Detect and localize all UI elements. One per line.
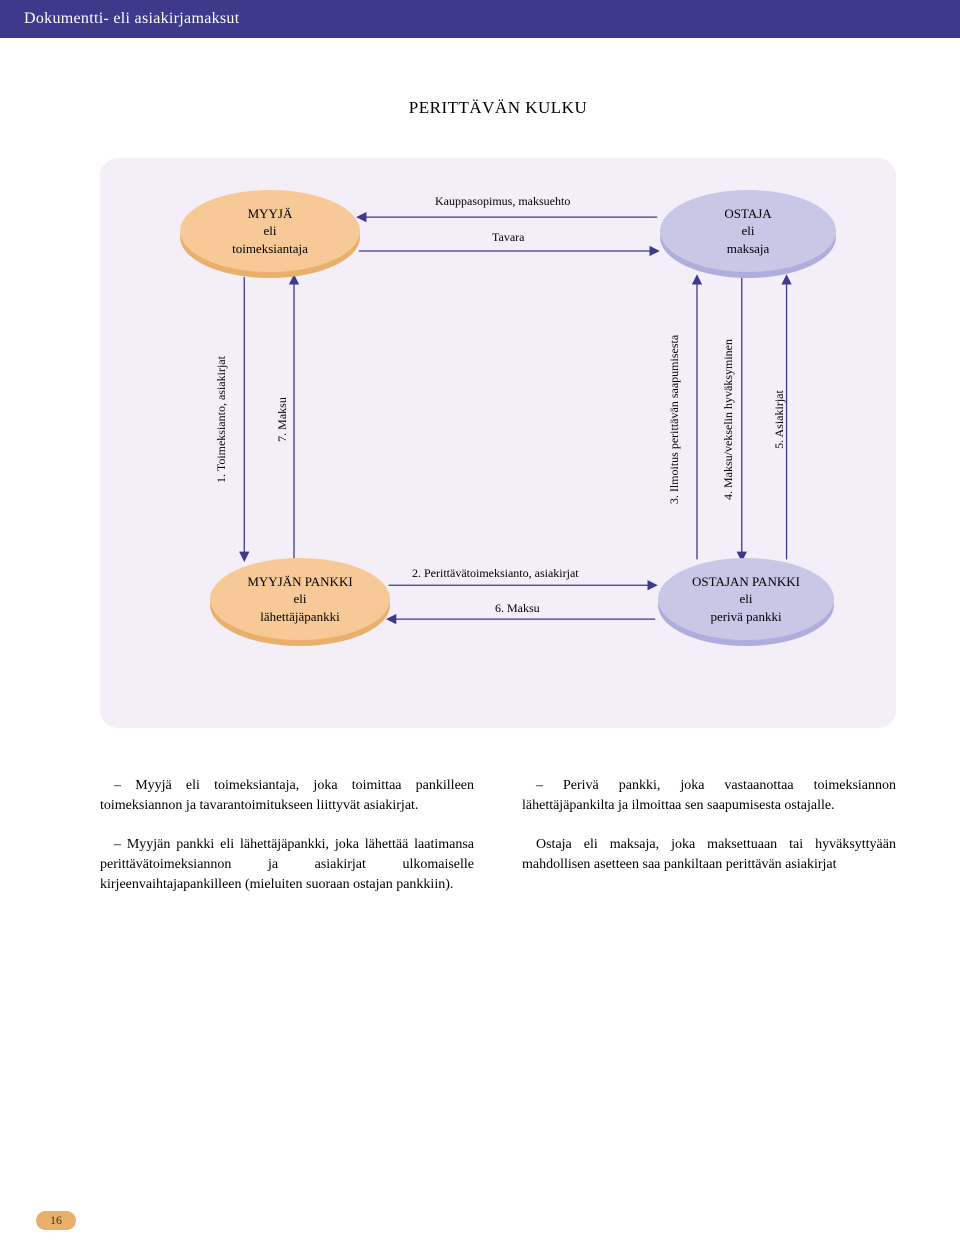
left-p1: – Myyjä eli toimeksiantaja, joka toimitt… (100, 776, 474, 817)
node-buyer-l2: eli (742, 222, 755, 240)
right-p2: Ostaja eli maksaja, joka maksettuaan tai… (522, 835, 896, 876)
node-buyer-l3: maksaja (727, 240, 770, 258)
right-p1: – Perivä pankki, joka vastaanottaa toime… (522, 776, 896, 817)
node-buyer-bank: OSTAJAN PANKKI eli perivä pankki (658, 558, 834, 640)
label-step6: 6. Maksu (495, 601, 540, 616)
page-number: 16 (50, 1213, 62, 1227)
label-step7: 7. Maksu (275, 397, 290, 442)
right-column: – Perivä pankki, joka vastaanottaa toime… (522, 776, 896, 913)
node-seller-bank: MYYJÄN PANKKI eli lähettäjäpankki (210, 558, 390, 640)
node-buyer-bank-l2: eli (740, 590, 753, 608)
left-p2: – Myyjän pankki eli lähettäjäpankki, jok… (100, 835, 474, 896)
label-step5: 5. Asiakirjat (772, 390, 787, 449)
page-number-badge: 16 (36, 1211, 76, 1230)
page-header: Dokumentti- eli asiakirjamaksut (0, 0, 960, 38)
node-buyer: OSTAJA eli maksaja (660, 190, 836, 272)
page-body: PERITTÄVÄN KULKU (0, 38, 960, 953)
node-seller-l3: toimeksiantaja (232, 240, 308, 258)
label-step4: 4. Maksu/vekselin hyväksyminen (721, 339, 736, 500)
node-buyer-bank-l1: OSTAJAN PANKKI (692, 573, 800, 591)
label-contract: Kauppasopimus, maksuehto (435, 194, 570, 209)
node-seller-bank-l2: eli (294, 590, 307, 608)
node-buyer-bank-l3: perivä pankki (710, 608, 781, 626)
label-step3: 3. Ilmoitus perittävän saapumisesta (667, 335, 682, 504)
node-seller-bank-l1: MYYJÄN PANKKI (247, 573, 352, 591)
diagram-panel: MYYJÄ eli toimeksiantaja OSTAJA eli maks… (100, 158, 896, 728)
node-seller: MYYJÄ eli toimeksiantaja (180, 190, 360, 272)
label-step1: 1. Toimeksianto, asiakirjat (214, 356, 229, 483)
node-buyer-l1: OSTAJA (724, 205, 771, 223)
node-seller-l1: MYYJÄ (248, 205, 293, 223)
left-column: – Myyjä eli toimeksiantaja, joka toimitt… (100, 776, 474, 913)
label-step2: 2. Perittävätoimeksianto, asiakirjat (412, 566, 579, 581)
diagram-title: PERITTÄVÄN KULKU (100, 98, 896, 118)
body-columns: – Myyjä eli toimeksiantaja, joka toimitt… (100, 776, 896, 913)
label-goods: Tavara (492, 230, 524, 245)
header-title: Dokumentti- eli asiakirjamaksut (24, 10, 239, 27)
node-seller-bank-l3: lähettäjäpankki (260, 608, 339, 626)
node-seller-l2: eli (264, 222, 277, 240)
